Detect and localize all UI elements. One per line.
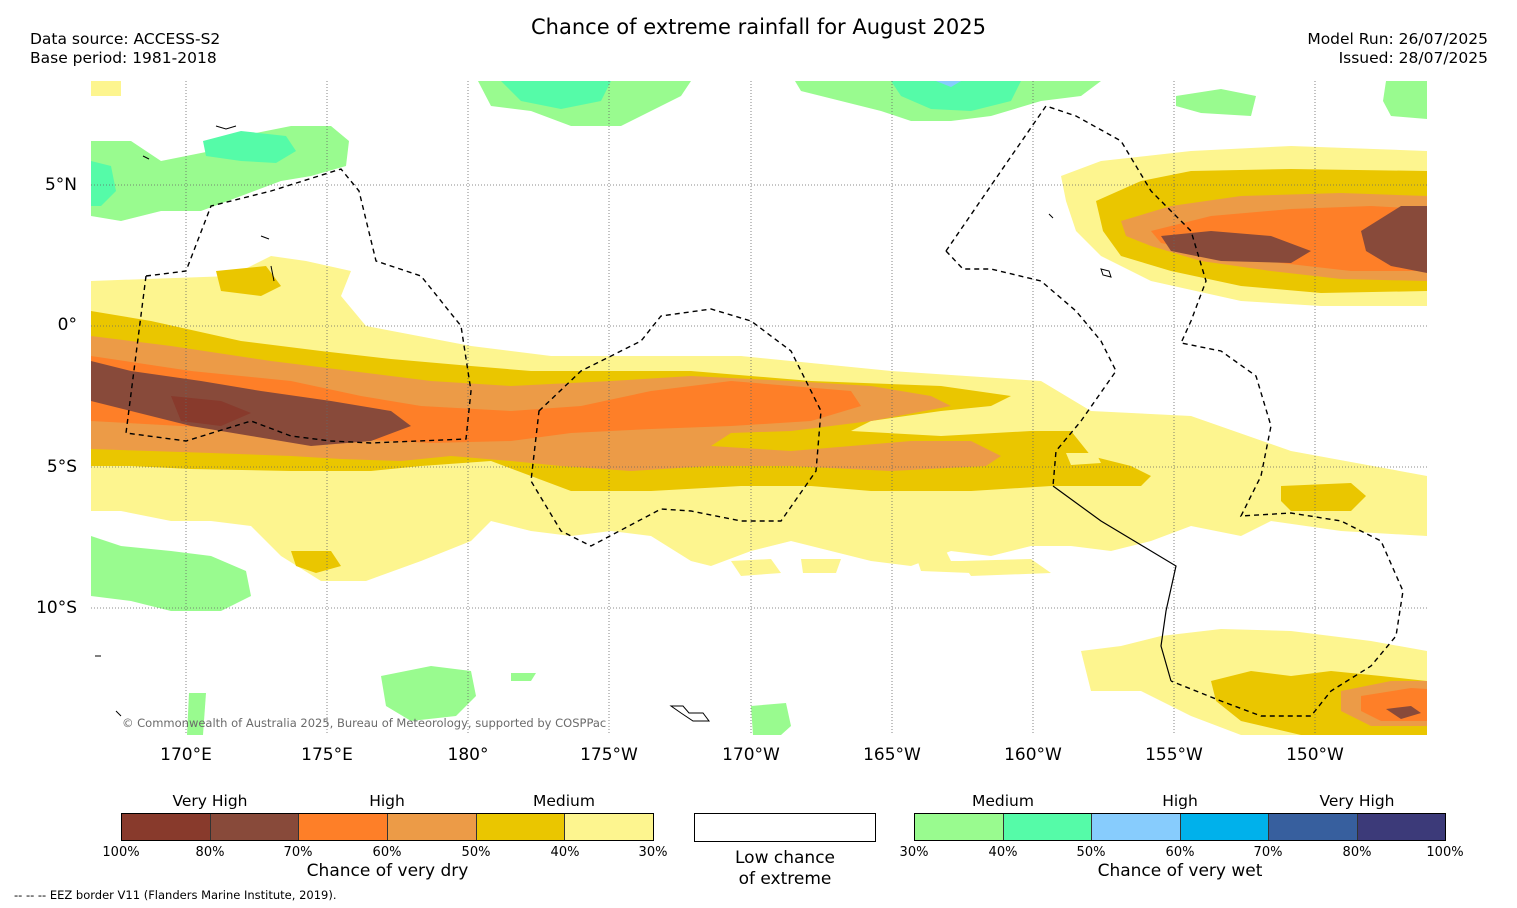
rainfall-map (91, 81, 1427, 735)
lon-label-170w: 170°W (722, 745, 780, 765)
dry-hole (1066, 453, 1101, 465)
dry-patch-light (801, 559, 841, 573)
low-chance-label: Low chance of extreme (694, 848, 876, 890)
wet-patch (936, 81, 961, 87)
eez-borders (125, 105, 1404, 717)
dry-patch-light (731, 559, 781, 576)
wet-tick: 30% (899, 845, 929, 860)
lon-label-180: 180° (447, 745, 489, 765)
dry-high-header: High (369, 792, 405, 810)
dry-patch-medium (1281, 483, 1366, 511)
eez-solid-border (1052, 485, 1177, 682)
lat-label-5s: 5°S (46, 457, 77, 477)
map-canvas (91, 81, 1427, 735)
dry-tick: 70% (283, 845, 313, 860)
wet-patch (91, 161, 116, 206)
wet-patch (1383, 81, 1427, 119)
dry-patch-medium (291, 551, 341, 573)
dry-very-high-header: Very High (172, 792, 248, 810)
wet-swatch (1357, 814, 1445, 840)
wet-tick: 40% (988, 845, 1018, 860)
lon-label-175e: 175°E (301, 745, 353, 765)
dry-patch-medium (216, 266, 281, 296)
lon-label-150w: 150°W (1286, 745, 1344, 765)
dry-patch-very-high (1386, 706, 1421, 719)
lon-label-165w: 165°W (863, 745, 921, 765)
dry-tick: 40% (550, 845, 580, 860)
dry-legend-title: Chance of very dry (306, 861, 469, 881)
lat-label-0: 0° (57, 315, 77, 335)
lat-label-10s: 10°S (36, 598, 77, 618)
data-source: Data source: ACCESS-S2 (30, 30, 221, 48)
low-chance-line1: Low chance (735, 848, 835, 868)
islands (95, 125, 1112, 722)
wet-patch (203, 131, 296, 163)
copyright-credit: © Commonwealth of Australia 2025, Bureau… (122, 716, 607, 730)
dry-tick: 30% (638, 845, 668, 860)
wet-tick: 60% (1165, 845, 1195, 860)
wet-patch (187, 693, 206, 735)
wet-colorbar (914, 813, 1446, 841)
dry-swatch (565, 814, 654, 840)
dry-tick: 50% (461, 845, 491, 860)
dry-patch-light (961, 559, 1051, 576)
wet-tick: 100% (1426, 845, 1464, 860)
wet-patch (91, 536, 251, 611)
wet-patch (751, 703, 791, 735)
dry-swatch (122, 814, 211, 840)
wet-swatch (1092, 814, 1181, 840)
model-run: Model Run: 26/07/2025 (1307, 30, 1488, 48)
low-chance-swatch (694, 813, 876, 842)
dry-medium-header: Medium (533, 792, 595, 810)
wet-swatch (1003, 814, 1092, 840)
dry-patch-very-high (1361, 206, 1427, 273)
dry-colorbar (121, 813, 654, 841)
eez-note: -- -- -- EEZ border V11 (Flanders Marine… (14, 888, 337, 902)
dry-patch-deep-orange (1151, 206, 1427, 271)
wet-patch (511, 673, 536, 681)
dry-tick: 60% (372, 845, 402, 860)
wet-very-high-header: Very High (1319, 792, 1395, 810)
low-chance-line2: of extreme (738, 869, 832, 889)
dry-swatch (476, 814, 566, 840)
lon-label-170e: 170°E (160, 745, 212, 765)
wet-patch (891, 81, 1021, 111)
dry-tick: 100% (102, 845, 140, 860)
wet-tick: 70% (1253, 845, 1283, 860)
wet-tick: 80% (1342, 845, 1372, 860)
wet-legend-title: Chance of very wet (1097, 861, 1263, 881)
wet-regions (91, 81, 1427, 735)
run-info: Model Run: 26/07/2025 Issued: 28/07/2025 (1307, 30, 1488, 68)
wet-tick: 50% (1076, 845, 1106, 860)
dry-patch-very-high (91, 361, 411, 446)
base-period: Base period: 1981-2018 (30, 49, 217, 67)
lon-label-160w: 160°W (1004, 745, 1062, 765)
data-info: Data source: ACCESS-S2 Base period: 1981… (30, 30, 220, 68)
wet-high-header: High (1162, 792, 1198, 810)
wet-swatch (1180, 814, 1269, 840)
lon-label-175w: 175°W (580, 745, 638, 765)
dry-regions (91, 81, 1427, 735)
dry-swatch (388, 814, 477, 840)
dry-swatch (299, 814, 389, 840)
wet-swatch (915, 814, 1004, 840)
wet-patch (501, 81, 611, 109)
dry-tick: 80% (195, 845, 225, 860)
dry-swatch (210, 814, 300, 840)
gridlines (91, 81, 1427, 735)
wet-patch (1176, 89, 1256, 116)
dry-patch-light (91, 81, 121, 96)
lat-label-5n: 5°N (44, 175, 77, 195)
issued-date: Issued: 28/07/2025 (1338, 49, 1488, 67)
wet-swatch (1269, 814, 1358, 840)
dry-patch-light (851, 523, 901, 536)
lon-label-155w: 155°W (1145, 745, 1203, 765)
dry-patch-very-high (171, 396, 251, 426)
map-title: Chance of extreme rainfall for August 20… (531, 15, 986, 39)
wet-patch (381, 666, 476, 721)
wet-medium-header: Medium (972, 792, 1034, 810)
